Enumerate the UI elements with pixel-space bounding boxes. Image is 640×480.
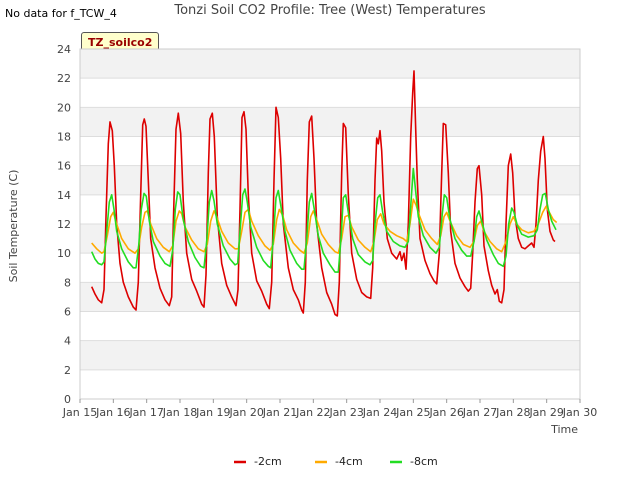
series-line-2cmcm: [90, 70, 556, 317]
x-tick-label: Jan 18: [162, 406, 197, 419]
plot-band: [80, 253, 580, 283]
plot-frame: [79, 48, 581, 400]
plot-band: [80, 107, 580, 137]
x-tick-label: Jan 26: [428, 406, 463, 419]
x-tick-label: Jan 21: [262, 406, 297, 419]
y-tick-label: 4: [64, 335, 71, 348]
x-tick-label: Jan 17: [128, 406, 163, 419]
site-badge: TZ_soilco2: [81, 32, 160, 53]
plot-band: [80, 165, 580, 195]
x-tick-label: Jan 19: [195, 406, 230, 419]
y-tick-label: 14: [57, 189, 71, 202]
x-tick-label: Jan 25: [395, 406, 430, 419]
plot-band: [80, 311, 580, 341]
x-tick-label: Jan 20: [228, 406, 263, 419]
y-tick-label: 0: [64, 393, 71, 406]
plot-band: [80, 369, 580, 399]
y-axis-label: Soil Temperature (C): [7, 170, 20, 283]
legend-label-2cmcm: -2cm: [254, 455, 282, 468]
y-tick-label: 8: [64, 276, 71, 289]
legend-label-8cmcm: -8cm: [410, 455, 438, 468]
y-tick-label: 10: [57, 247, 71, 260]
plot-band: [80, 194, 580, 224]
x-tick-label: Jan 29: [528, 406, 563, 419]
plot-band: [80, 340, 580, 370]
x-tick-label: Jan 16: [95, 406, 130, 419]
plot-band: [80, 49, 580, 79]
y-tick-label: 6: [64, 306, 71, 319]
y-tick-label: 22: [57, 72, 71, 85]
x-tick-label: Jan 28: [495, 406, 530, 419]
y-tick-label: 2: [64, 364, 71, 377]
x-tick-label: Jan 30: [562, 406, 597, 419]
x-tick-label: Jan 27: [462, 406, 497, 419]
y-tick-label: 20: [57, 101, 71, 114]
plot-band: [80, 136, 580, 166]
x-tick-label: Jan 24: [362, 406, 397, 419]
plot-band: [80, 78, 580, 108]
y-tick-label: 18: [57, 131, 71, 144]
x-tick-label: Jan 15: [62, 406, 97, 419]
series-line-4cmcm: [91, 198, 558, 254]
chart-title: Tonzi Soil CO2 Profile: Tree (West) Temp…: [174, 3, 486, 18]
no-data-message: No data for f_TCW_4: [5, 7, 117, 20]
y-tick-label: 12: [57, 218, 71, 231]
x-tick-label: Jan 22: [295, 406, 330, 419]
x-tick-label: Jan 23: [328, 406, 363, 419]
legend-label-4cmcm: -4cm: [335, 455, 363, 468]
y-tick-label: 24: [57, 43, 71, 56]
series-line-8cmcm: [90, 167, 557, 273]
x-axis-label: Time: [550, 423, 578, 436]
plot-band: [80, 282, 580, 312]
y-tick-label: 16: [57, 160, 71, 173]
